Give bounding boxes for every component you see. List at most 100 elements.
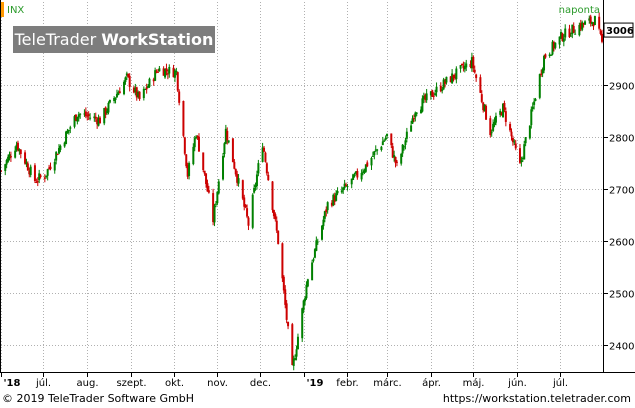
candle (63, 141, 66, 148)
candle (113, 96, 116, 104)
candle (48, 164, 51, 171)
candle (588, 15, 591, 24)
candle (404, 137, 407, 150)
candle (521, 156, 524, 163)
candle (255, 170, 258, 190)
candle (8, 151, 11, 161)
candle (419, 106, 422, 114)
candle (162, 66, 165, 76)
candle (403, 145, 406, 151)
candle (234, 168, 237, 177)
candle (212, 188, 215, 226)
candle (414, 111, 417, 122)
candle (173, 69, 176, 83)
candle (500, 111, 503, 116)
candle (43, 174, 46, 183)
candle (332, 193, 335, 207)
candle (76, 116, 79, 125)
candle (244, 204, 247, 209)
candle (574, 29, 577, 35)
candle (390, 133, 393, 148)
candle (257, 159, 260, 177)
grid-lines (1, 2, 602, 371)
candle (439, 82, 442, 93)
source-url[interactable]: https://workstation.teletrader.com (442, 392, 631, 405)
candle (470, 52, 473, 72)
candle (158, 65, 161, 72)
candle (591, 21, 594, 27)
candle (445, 76, 448, 85)
candle (4, 163, 7, 176)
candle (453, 73, 456, 81)
candle (342, 187, 345, 194)
candle (26, 161, 29, 171)
x-tick-label: márc. (373, 377, 401, 389)
candle (24, 150, 27, 165)
candle (137, 90, 140, 99)
candle (492, 119, 495, 133)
x-tick-label: szept. (116, 378, 146, 389)
y-tick-label: 2500 (609, 290, 634, 301)
x-tick-label: '18 (4, 378, 21, 389)
candle (301, 307, 304, 343)
candle (510, 128, 513, 141)
candle (480, 90, 483, 104)
candle (459, 64, 462, 73)
x-tick-label: '19 (307, 378, 324, 389)
candle (86, 111, 89, 121)
candle (374, 145, 377, 152)
candle (463, 62, 466, 73)
candle (207, 185, 210, 194)
candle (345, 182, 348, 187)
candle (295, 345, 298, 361)
y-axis: 2400 2500 2600 2700 2800 2900 (603, 82, 634, 353)
symbol-label: INX (7, 5, 24, 16)
candle (274, 212, 277, 222)
candle (410, 120, 413, 132)
y-tick-label: 2800 (609, 134, 634, 145)
candle (530, 106, 533, 129)
candle (579, 19, 582, 32)
interval-label: naponta (559, 5, 600, 16)
candle (282, 275, 285, 294)
candle (202, 152, 205, 173)
candle (253, 184, 256, 194)
candle (231, 138, 234, 163)
candle (117, 90, 120, 96)
x-tick-label: júl. (552, 377, 568, 389)
candle (196, 135, 199, 140)
candle (233, 158, 236, 170)
candle (178, 89, 181, 106)
candle (263, 146, 266, 153)
candle (124, 76, 127, 85)
candle (155, 69, 158, 74)
candle (504, 107, 507, 127)
copyright-text: © 2019 TeleTrader Software GmbH (2, 392, 195, 405)
candle (287, 321, 290, 330)
candle (28, 167, 31, 178)
candle (275, 216, 278, 234)
candle (69, 125, 72, 134)
candle (333, 192, 336, 206)
candle (67, 129, 70, 135)
candle (226, 127, 229, 145)
candle (145, 83, 148, 94)
candle (384, 135, 387, 141)
y-tick-label: 2900 (609, 82, 634, 93)
candle (394, 156, 397, 168)
candle (14, 146, 17, 159)
candle (96, 117, 99, 129)
candle (391, 142, 394, 159)
candle (152, 77, 155, 86)
x-tick-label: jún. (507, 377, 527, 389)
candle (5, 158, 8, 169)
candle (103, 107, 106, 126)
candle (371, 151, 374, 157)
candle (326, 201, 329, 214)
candle (164, 68, 167, 79)
candle (485, 104, 488, 120)
candle (97, 114, 100, 127)
candle (578, 22, 581, 37)
candle (213, 203, 216, 227)
candle (370, 156, 373, 170)
